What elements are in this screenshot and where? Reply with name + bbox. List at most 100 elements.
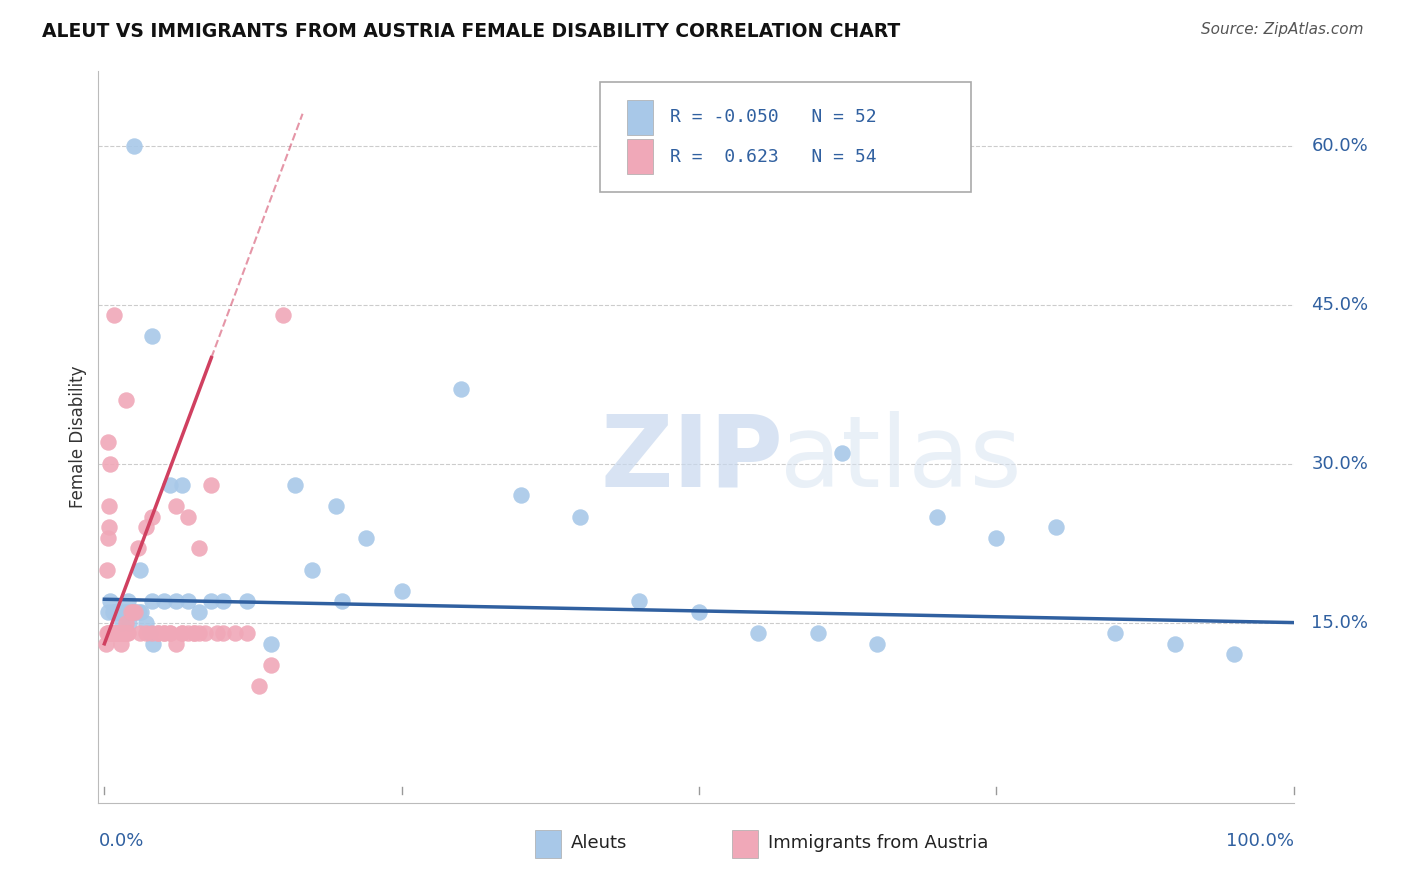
- Text: R =  0.623   N = 54: R = 0.623 N = 54: [669, 148, 876, 166]
- Point: [200, 594, 222, 608]
- Point: [176, 626, 198, 640]
- Point: [111, 615, 134, 630]
- Point: [188, 605, 211, 619]
- Point: [94, 637, 117, 651]
- Text: 30.0%: 30.0%: [1312, 455, 1368, 473]
- Text: atlas: atlas: [779, 410, 1021, 508]
- Point: [354, 531, 377, 545]
- Point: [124, 605, 146, 619]
- Point: [105, 626, 128, 640]
- Point: [101, 626, 124, 640]
- Point: [866, 637, 889, 651]
- Point: [207, 626, 229, 640]
- Text: 0.0%: 0.0%: [98, 832, 143, 850]
- Point: [450, 383, 472, 397]
- Point: [135, 520, 157, 534]
- Point: [141, 329, 163, 343]
- Text: 15.0%: 15.0%: [1312, 614, 1368, 632]
- Point: [212, 626, 235, 640]
- Point: [986, 531, 1008, 545]
- Point: [108, 626, 131, 640]
- Point: [98, 457, 121, 471]
- Point: [247, 679, 270, 693]
- Point: [747, 626, 769, 640]
- FancyBboxPatch shape: [600, 82, 972, 192]
- Point: [1223, 648, 1246, 662]
- Point: [122, 138, 145, 153]
- Point: [128, 605, 150, 619]
- Point: [100, 626, 122, 640]
- Point: [153, 626, 176, 640]
- Point: [96, 626, 118, 640]
- Point: [236, 626, 259, 640]
- Point: [260, 637, 283, 651]
- Point: [114, 605, 136, 619]
- Point: [146, 626, 169, 640]
- Text: Immigrants from Austria: Immigrants from Austria: [768, 834, 988, 852]
- Point: [688, 605, 710, 619]
- Point: [628, 594, 651, 608]
- Point: [509, 488, 531, 502]
- Point: [153, 594, 176, 608]
- Point: [122, 605, 145, 619]
- Point: [159, 626, 181, 640]
- Point: [212, 594, 235, 608]
- Point: [1163, 637, 1185, 651]
- Point: [325, 499, 347, 513]
- Point: [107, 626, 129, 640]
- Point: [97, 435, 120, 450]
- Point: [165, 637, 187, 651]
- Point: [112, 626, 135, 640]
- Point: [1104, 626, 1126, 640]
- Point: [118, 615, 141, 630]
- Point: [807, 626, 830, 640]
- Text: 45.0%: 45.0%: [1312, 295, 1368, 314]
- Point: [194, 626, 217, 640]
- Point: [391, 583, 413, 598]
- Point: [200, 477, 222, 491]
- Point: [115, 605, 138, 619]
- Point: [111, 626, 134, 640]
- Point: [127, 541, 149, 556]
- Point: [330, 594, 353, 608]
- Point: [138, 626, 160, 640]
- Point: [260, 658, 283, 673]
- Point: [153, 626, 176, 640]
- Point: [97, 605, 120, 619]
- Point: [129, 626, 152, 640]
- Text: Aleuts: Aleuts: [571, 834, 627, 852]
- Point: [135, 626, 157, 640]
- Text: ALEUT VS IMMIGRANTS FROM AUSTRIA FEMALE DISABILITY CORRELATION CHART: ALEUT VS IMMIGRANTS FROM AUSTRIA FEMALE …: [42, 22, 900, 41]
- Text: 60.0%: 60.0%: [1312, 136, 1368, 154]
- Point: [125, 605, 148, 619]
- Point: [183, 626, 205, 640]
- Point: [97, 626, 120, 640]
- Point: [188, 626, 211, 640]
- Point: [98, 520, 121, 534]
- Point: [170, 477, 193, 491]
- Point: [236, 594, 259, 608]
- Point: [97, 531, 120, 545]
- Bar: [627, 139, 652, 175]
- Point: [114, 392, 136, 407]
- Point: [98, 626, 121, 640]
- Y-axis label: Female Disability: Female Disability: [69, 366, 87, 508]
- Bar: [534, 830, 561, 858]
- Point: [159, 477, 181, 491]
- Point: [103, 308, 125, 322]
- Point: [224, 626, 246, 640]
- Point: [1045, 520, 1067, 534]
- Point: [831, 446, 853, 460]
- Text: Source: ZipAtlas.com: Source: ZipAtlas.com: [1201, 22, 1364, 37]
- Point: [569, 509, 592, 524]
- Point: [301, 563, 323, 577]
- Point: [142, 637, 165, 651]
- Point: [159, 626, 181, 640]
- Point: [135, 615, 157, 630]
- Point: [107, 626, 129, 640]
- Point: [141, 509, 163, 524]
- Point: [98, 626, 121, 640]
- Point: [176, 509, 198, 524]
- Point: [98, 594, 121, 608]
- Point: [121, 605, 143, 619]
